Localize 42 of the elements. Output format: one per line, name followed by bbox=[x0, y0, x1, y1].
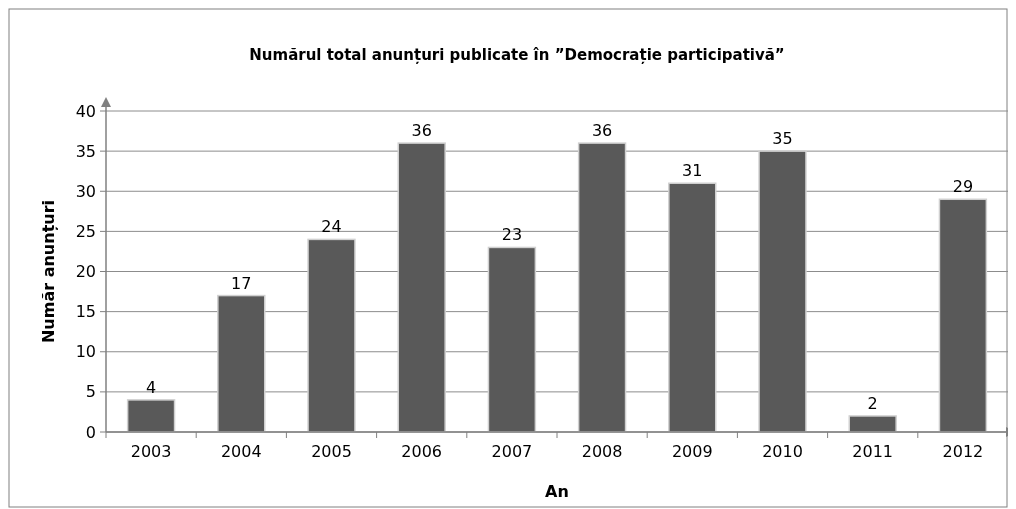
y-tick-label: 5 bbox=[85, 382, 96, 402]
bar bbox=[307, 238, 356, 433]
data-label: 36 bbox=[591, 121, 613, 141]
bar bbox=[938, 198, 988, 433]
bar bbox=[668, 182, 717, 433]
bar bbox=[126, 399, 176, 433]
y-tick-label: 40 bbox=[75, 101, 96, 121]
x-axis-title: An bbox=[545, 482, 569, 501]
data-label: 35 bbox=[772, 129, 793, 149]
bar bbox=[217, 294, 266, 433]
x-tick-label: 2007 bbox=[491, 442, 533, 461]
chart-title: Numărul total anunțuri publicate în ”Democrație participativă” bbox=[249, 46, 785, 64]
data-label: 4 bbox=[146, 377, 157, 397]
y-axis-title: Număr anunțuri bbox=[39, 199, 58, 344]
bar bbox=[848, 415, 897, 433]
x-tick-label: 2011 bbox=[852, 442, 894, 461]
data-label: 24 bbox=[321, 217, 342, 237]
x-tick-label: 2008 bbox=[581, 442, 623, 461]
x-tick-label: 2010 bbox=[762, 442, 803, 461]
x-tick-label: 2009 bbox=[671, 442, 713, 461]
x-tick-label: 2012 bbox=[942, 442, 984, 461]
y-tick-label: 30 bbox=[75, 181, 96, 201]
y-tick-label: 0 bbox=[85, 422, 96, 442]
y-tick-label: 25 bbox=[75, 221, 96, 241]
bar bbox=[758, 150, 807, 433]
data-label: 23 bbox=[501, 225, 523, 245]
data-label: 29 bbox=[952, 177, 974, 197]
x-tick-label: 2005 bbox=[311, 442, 352, 461]
x-tick-label: 2003 bbox=[130, 442, 172, 461]
data-label: 31 bbox=[682, 161, 703, 181]
data-label: 2 bbox=[867, 393, 878, 413]
bar bbox=[577, 142, 627, 433]
y-tick-label: 10 bbox=[75, 342, 96, 362]
y-tick-label: 15 bbox=[75, 302, 96, 322]
bar bbox=[397, 142, 446, 433]
y-tick-label: 35 bbox=[75, 141, 96, 161]
x-tick-label: 2004 bbox=[220, 442, 262, 461]
y-tick-label: 20 bbox=[75, 262, 96, 282]
x-tick-label: 2006 bbox=[401, 442, 443, 461]
bar bbox=[487, 246, 537, 433]
data-label: 36 bbox=[411, 121, 432, 141]
data-label: 17 bbox=[231, 273, 252, 293]
